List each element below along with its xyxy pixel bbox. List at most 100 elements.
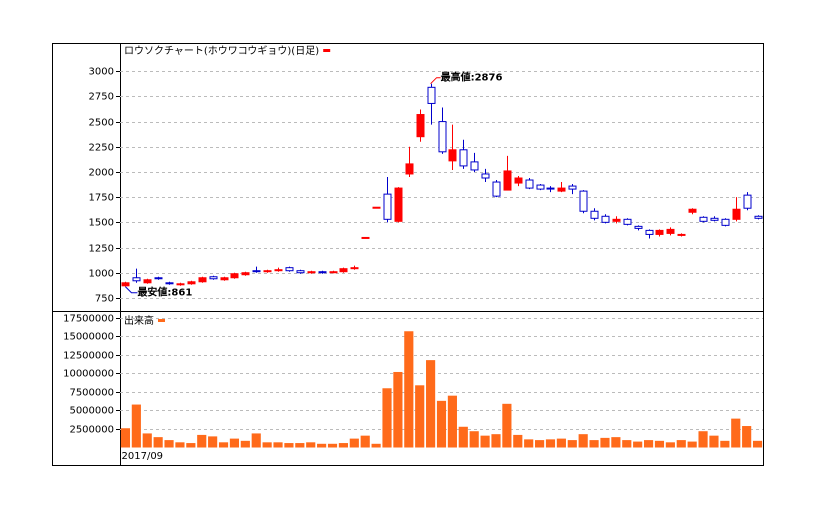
- candle-body: [710, 217, 719, 221]
- candle-body: [350, 267, 359, 270]
- candle-body: [154, 277, 163, 280]
- candle-body: [383, 193, 392, 220]
- candle-body: [339, 268, 348, 273]
- candle-body: [546, 187, 555, 190]
- volume-bar: [415, 385, 425, 448]
- volume-bar: [513, 434, 523, 448]
- volume-bar: [687, 441, 697, 448]
- y-tick-label: 2750: [89, 92, 114, 103]
- volume-bar: [633, 441, 643, 448]
- volume-bar: [327, 443, 338, 448]
- y-tick-label: 750: [95, 294, 114, 305]
- volume-bar: [654, 440, 665, 448]
- candle-body: [416, 114, 425, 138]
- y-tick-label: 15000000: [63, 332, 114, 343]
- candle-body: [165, 282, 174, 285]
- volume-bar: [208, 436, 218, 448]
- volume-bar: [502, 403, 512, 448]
- candle-body: [590, 210, 599, 219]
- candle-body: [557, 187, 566, 192]
- candle-body: [230, 273, 239, 279]
- volume-bar: [545, 439, 556, 448]
- legend-swatch: [323, 49, 331, 52]
- volume-bar: [262, 442, 272, 448]
- volume-bar: [197, 434, 207, 448]
- y-tick-label: 2000: [89, 168, 114, 179]
- volume-bar: [524, 439, 534, 448]
- volume-bar: [752, 440, 763, 448]
- candle-body: [721, 218, 730, 226]
- candle-body: [481, 173, 490, 179]
- candle-body: [307, 271, 316, 274]
- y-tick-label: 10000000: [63, 369, 114, 380]
- candle-body: [525, 179, 534, 189]
- candle-body: [688, 208, 697, 213]
- candle-body: [252, 270, 261, 273]
- volume-bar: [393, 371, 403, 448]
- candle-body: [634, 225, 643, 229]
- candle-body: [677, 233, 686, 236]
- candle-body: [318, 271, 327, 274]
- candle-body: [394, 187, 403, 222]
- volume-bar: [458, 426, 468, 448]
- candle-body: [623, 218, 632, 225]
- volume-bar: [436, 400, 447, 448]
- volume-bar: [218, 442, 229, 448]
- volume-bar: [567, 440, 577, 448]
- volume-bar: [469, 431, 479, 448]
- volume-bar: [665, 442, 675, 448]
- volume-bar: [317, 443, 327, 448]
- volume-bar: [120, 428, 131, 448]
- candle-body: [187, 281, 196, 285]
- candle-body: [448, 149, 457, 162]
- candle-body: [514, 177, 523, 184]
- candle-body: [143, 279, 152, 284]
- y-tick-label: 2500: [89, 118, 114, 129]
- y-tick-label: 3000: [89, 67, 114, 78]
- volume-title: 出来高: [124, 314, 154, 327]
- y-tick-label: 1250: [89, 244, 114, 255]
- candle-body: [405, 163, 414, 175]
- volume-bar: [382, 388, 392, 448]
- x-tick-label: 2017/09: [122, 451, 164, 462]
- candle-body: [285, 267, 294, 272]
- y-tick-label: 12500000: [63, 351, 114, 362]
- y-tick-label: 1750: [89, 193, 114, 204]
- candle-body: [372, 206, 381, 209]
- y-tick-label: 2250: [89, 143, 114, 154]
- candle-body: [438, 121, 447, 153]
- volume-bar: [556, 438, 566, 448]
- volume-bar: [284, 443, 294, 448]
- volume-bar: [535, 440, 545, 448]
- volume-bar: [447, 395, 457, 448]
- volume-bar: [426, 360, 436, 448]
- legend-swatch: [158, 319, 165, 322]
- candle-body: [754, 215, 763, 219]
- volume-bar: [349, 438, 359, 448]
- volume-bar: [698, 431, 708, 448]
- volume-bar: [240, 440, 250, 448]
- candle-body: [732, 208, 741, 220]
- candle-body: [427, 86, 436, 104]
- candle-body: [274, 269, 283, 272]
- volume-bar: [251, 433, 261, 448]
- volume-bar: [589, 440, 599, 448]
- candle-body: [220, 277, 229, 281]
- volume-bar: [709, 435, 719, 448]
- volume-bar: [622, 440, 632, 448]
- y-tick-label: 17500000: [63, 314, 114, 325]
- candle-body: [743, 194, 752, 209]
- candle-body: [263, 270, 272, 273]
- volume-bar: [142, 433, 152, 448]
- annotation: 最安値:861: [137, 286, 192, 299]
- volume-bar: [371, 443, 381, 448]
- volume-bar: [273, 442, 283, 448]
- volume-bar: [153, 437, 163, 448]
- volume-bar: [742, 426, 752, 448]
- annotation-arrow: [125, 286, 138, 294]
- y-tick-label: 1500: [89, 218, 114, 229]
- candle-body: [470, 161, 479, 171]
- volume-bar: [611, 437, 621, 448]
- volume-bar: [186, 443, 196, 448]
- volume-bar: [175, 442, 185, 448]
